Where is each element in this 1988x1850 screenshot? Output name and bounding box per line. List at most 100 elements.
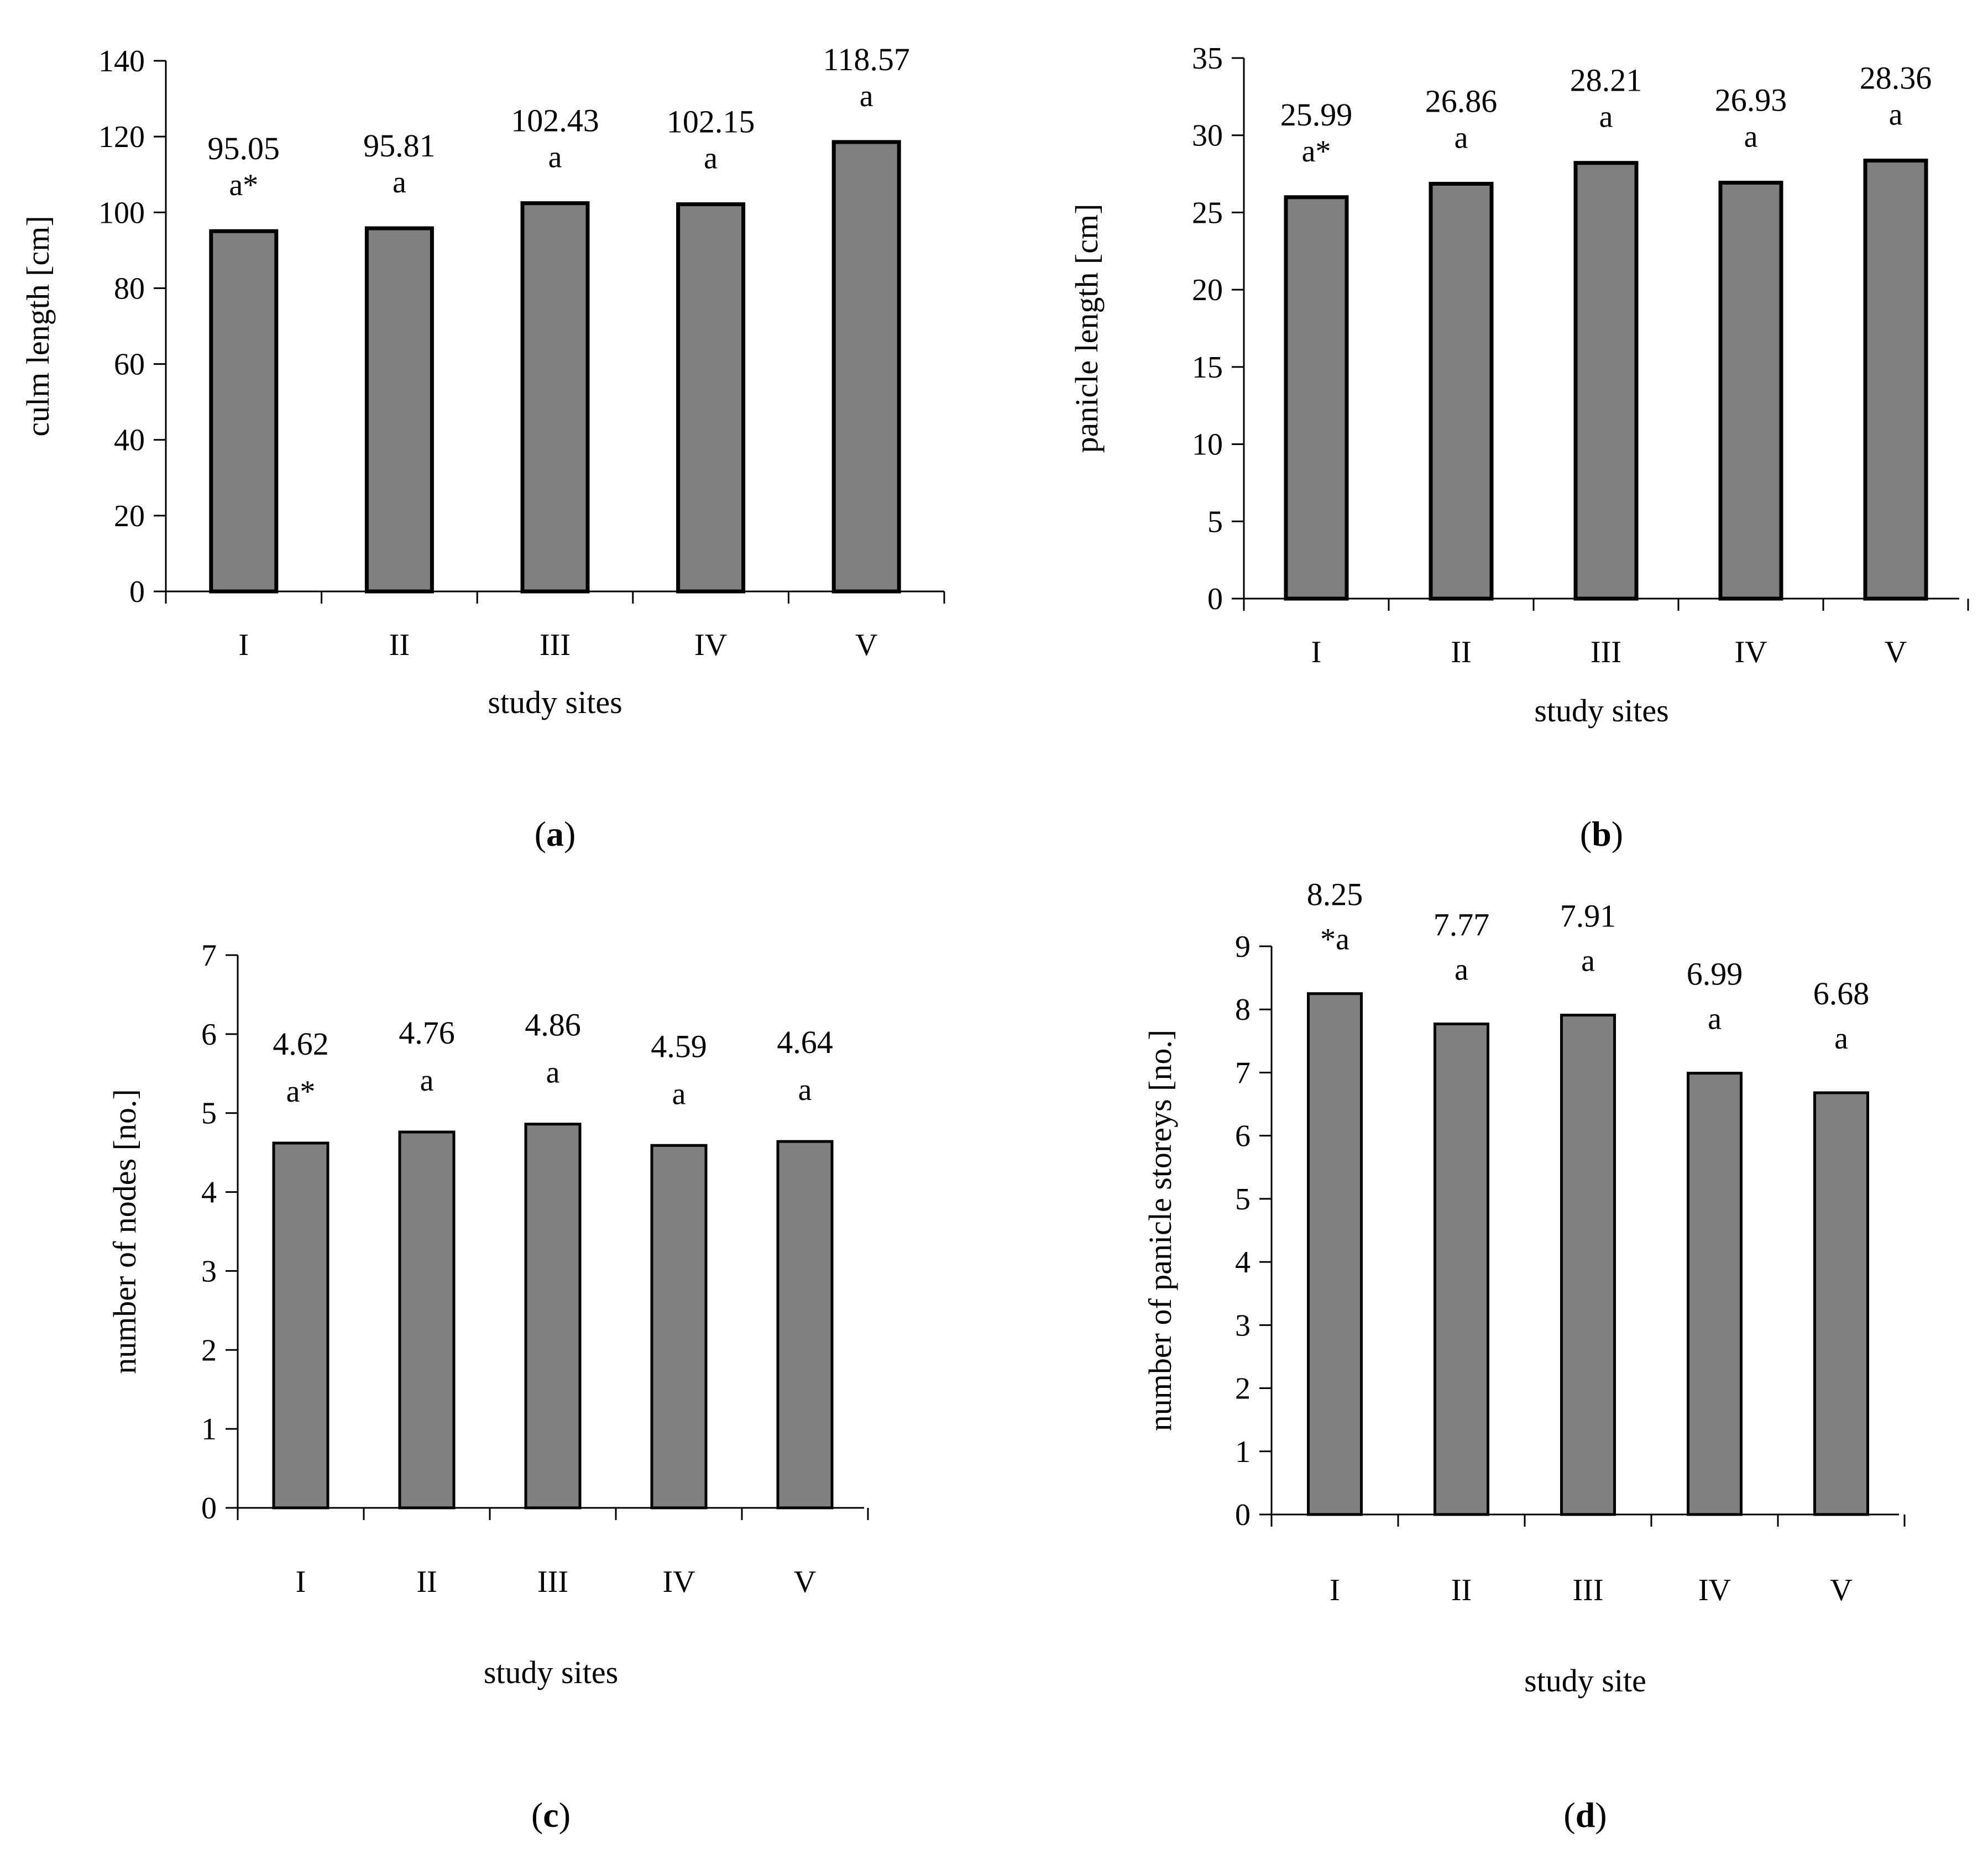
x-category-label: I [1330,1573,1340,1607]
value-label: 95.05 [208,130,280,166]
x-category-label: IV [1698,1573,1731,1607]
significance-label: a [860,79,873,113]
bar-V [831,140,901,594]
y-axis-title: number of nodes [no.] [107,1089,143,1374]
x-category-label: II [416,1565,437,1599]
y-tick-label: 120 [98,120,145,154]
y-tick-label: 20 [114,499,145,533]
y-tick-label: 60 [114,348,145,382]
y-tick-label: 2 [201,1333,217,1367]
bar-V [776,1140,834,1510]
y-tick-label: 3 [1235,1308,1251,1343]
y-tick-label: 0 [1207,582,1223,616]
x-axis-title: study sites [484,1654,618,1690]
value-label: 26.86 [1425,83,1498,119]
significance-label: a [1455,952,1468,987]
y-axis-title: culm length [cm] [20,216,56,436]
x-category-label: III [1591,635,1621,669]
y-tick-label: 2 [1235,1372,1251,1406]
value-label: 26.93 [1715,82,1787,118]
value-label: 25.99 [1280,97,1353,133]
x-category-label: V [1885,635,1907,669]
significance-label: a [1834,1021,1848,1056]
bar-III [524,1123,582,1510]
y-tick-label: 5 [1235,1182,1251,1217]
y-tick-label: 20 [1192,273,1223,307]
chart-b: 0510152025303525.99a*I26.86aII28.21aIII2… [1069,41,1969,853]
y-tick-label: 0 [1235,1498,1251,1532]
value-label: 7.91 [1560,898,1616,934]
x-category-label: I [1311,635,1322,669]
y-tick-label: 25 [1192,196,1223,230]
value-label: 28.21 [1570,62,1642,98]
value-label: 6.68 [1813,976,1870,1012]
bar-II [364,226,434,594]
significance-label: a [1744,119,1758,154]
y-tick-label: 5 [1207,505,1223,539]
bar-I [1307,992,1363,1516]
y-tick-label: 80 [114,271,145,306]
value-label: 102.15 [667,104,755,140]
bar-IV [1687,1072,1743,1516]
panel-letter: a [546,814,564,853]
y-tick-label: 100 [98,196,145,230]
x-category-label: I [238,628,249,662]
y-tick-label: 1 [1235,1435,1251,1469]
panel-letter: d [1576,1795,1595,1835]
significance-label: a* [286,1075,316,1109]
significance-label: a [704,141,718,176]
significance-label: a [1581,944,1595,978]
x-category-label: IV [662,1565,695,1599]
x-category-label: III [540,628,571,662]
x-category-label: I [296,1565,306,1599]
y-tick-label: 7 [1235,1056,1251,1090]
bar-V [1863,159,1928,601]
value-label: 4.62 [273,1026,329,1062]
bar-IV [650,1144,708,1510]
bar-III [1573,161,1639,601]
significance-label: a [546,1056,560,1090]
significance-label: a [420,1063,434,1098]
y-tick-label: 15 [1192,350,1223,385]
x-category-label: IV [1734,635,1767,669]
bar-I [209,229,279,594]
y-tick-label: 8 [1235,993,1251,1027]
bar-I [1284,195,1349,601]
x-axis-title: study site [1524,1663,1646,1699]
bar-II [1434,1022,1489,1516]
x-axis-title: study sites [1534,693,1668,729]
y-tick-label: 35 [1192,41,1223,76]
x-category-label: V [855,628,877,662]
bar-V [1813,1091,1869,1516]
significance-label: a [393,165,406,200]
bar-II [398,1130,456,1510]
value-label: 4.86 [525,1007,581,1043]
panel-label: (b) [1580,814,1623,853]
value-label: 4.59 [651,1028,707,1064]
y-tick-label: 5 [201,1097,217,1131]
y-tick-label: 4 [1235,1245,1251,1280]
panel-letter: c [543,1795,558,1835]
value-label: 4.64 [777,1024,833,1060]
value-label: 7.77 [1434,906,1490,942]
significance-label: a* [1302,134,1331,169]
value-label: 4.76 [399,1015,455,1051]
panel-letter: b [1592,814,1612,853]
y-tick-label: 40 [114,423,145,458]
y-tick-label: 3 [201,1254,217,1288]
panel-label: (d) [1563,1795,1607,1835]
chart-c: 0 1 2 3 4 5 6 7 4.62 a* I 4.76 a II 4.86 a III 4.59 a IV 4.6… [107,939,869,1835]
y-tick-label: 30 [1192,119,1223,153]
value-label: 102.43 [511,103,599,139]
bar-IV [1718,180,1783,601]
x-category-label: V [1830,1573,1852,1607]
bar-II [1429,181,1494,601]
significance-label: *a [1320,923,1349,957]
significance-label: a [1889,98,1903,132]
significance-label: a [1455,120,1468,155]
value-label: 95.81 [363,128,436,164]
y-tick-label: 1 [201,1412,217,1447]
panel-label: (a) [535,814,576,853]
y-tick-label: 4 [201,1176,217,1210]
